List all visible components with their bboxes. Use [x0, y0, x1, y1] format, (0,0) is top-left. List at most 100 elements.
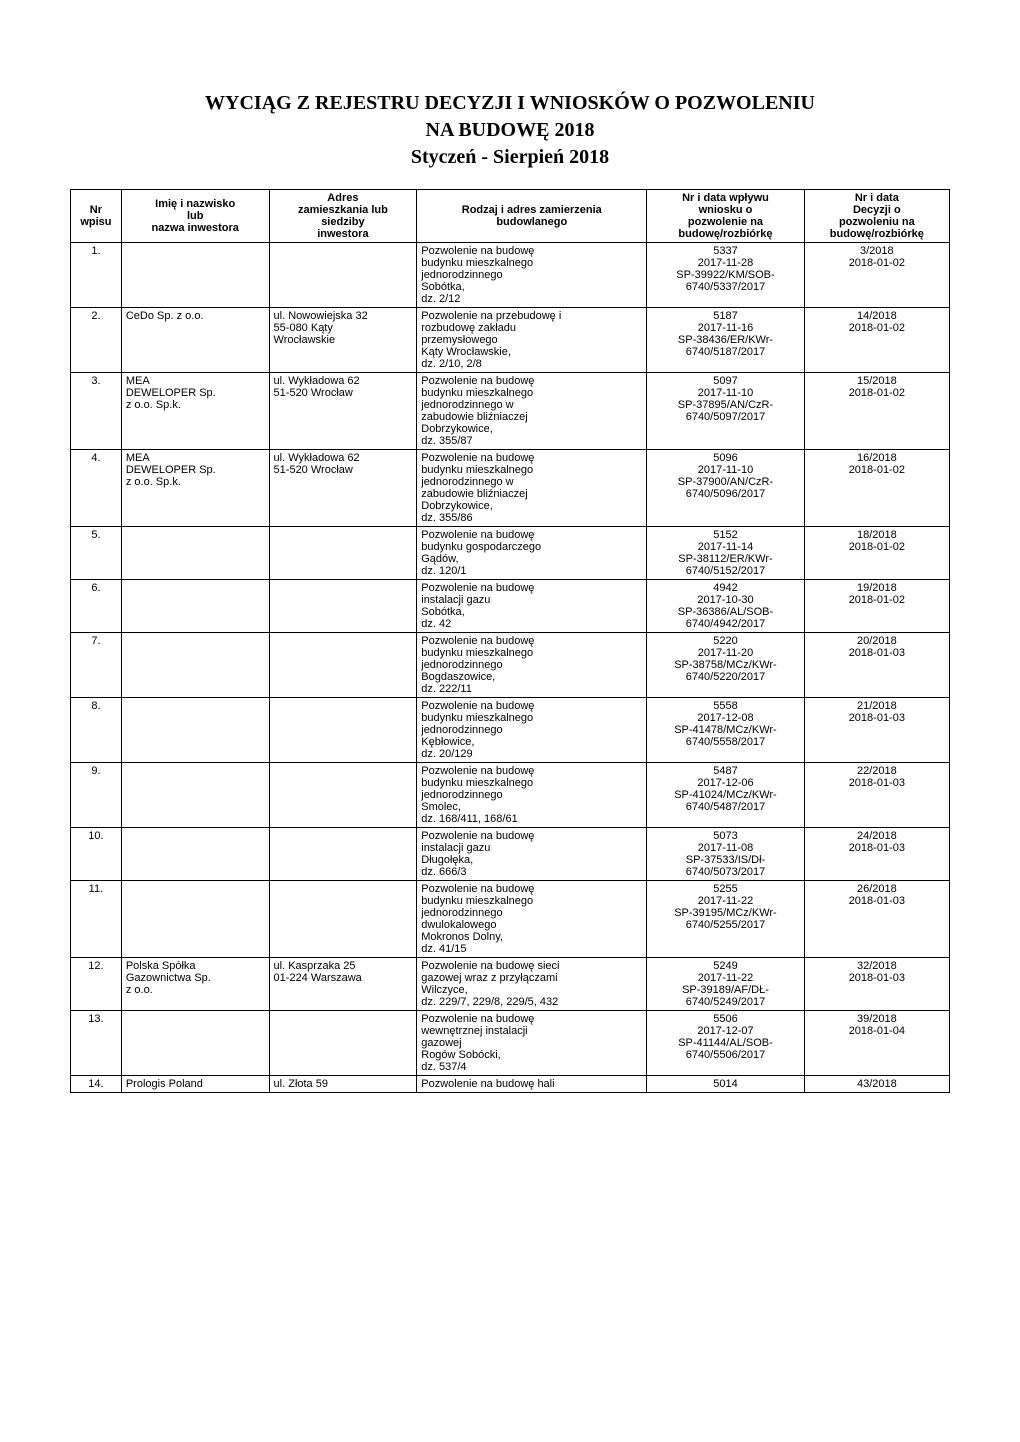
cell-address	[269, 633, 417, 698]
col-subject: Rodzaj i adres zamierzenia budowlanego	[417, 190, 647, 243]
cell-application: 5097 2017-11-10 SP-37895/AN/CzR- 6740/50…	[647, 373, 804, 450]
cell-subject: Pozwolenie na budowę budynku mieszkalneg…	[417, 633, 647, 698]
table-row: 7. Pozwolenie na budowę budynku mieszkaln…	[71, 633, 950, 698]
cell-subject: Pozwolenie na budowę budynku mieszkalneg…	[417, 373, 647, 450]
cell-nr: 9.	[71, 763, 122, 828]
cell-nr: 6.	[71, 580, 122, 633]
cell-nr: 8.	[71, 698, 122, 763]
cell-nr: 10.	[71, 828, 122, 881]
cell-investor: MEA DEWELOPER Sp. z o.o. Sp.k.	[121, 373, 269, 450]
cell-address	[269, 828, 417, 881]
cell-address: ul. Kasprzaka 25 01-224 Warszawa	[269, 958, 417, 1011]
cell-decision: 21/2018 2018-01-03	[804, 698, 949, 763]
cell-address	[269, 580, 417, 633]
cell-nr: 14.	[71, 1076, 122, 1093]
cell-subject: Pozwolenie na przebudowę i rozbudowę zak…	[417, 308, 647, 373]
cell-application: 5255 2017-11-22 SP-39195/MCz/KWr- 6740/5…	[647, 881, 804, 958]
registry-table: Nr wpisu Imię i nazwisko lub nazwa inwes…	[70, 189, 950, 1093]
cell-nr: 3.	[71, 373, 122, 450]
cell-subject: Pozwolenie na budowę budynku mieszkalneg…	[417, 881, 647, 958]
table-row: 10. Pozwolenie na budowę instalacji gazu …	[71, 828, 950, 881]
cell-decision: 24/2018 2018-01-03	[804, 828, 949, 881]
table-row: 11. Pozwolenie na budowę budynku mieszkal…	[71, 881, 950, 958]
cell-investor	[121, 763, 269, 828]
cell-application: 5187 2017-11-16 SP-38436/ER/KWr- 6740/51…	[647, 308, 804, 373]
cell-subject: Pozwolenie na budowę sieci gazowej wraz …	[417, 958, 647, 1011]
cell-application: 5558 2017-12-08 SP-41478/MCz/KWr- 6740/5…	[647, 698, 804, 763]
cell-application: 5487 2017-12-06 SP-41024/MCz/KWr- 6740/5…	[647, 763, 804, 828]
cell-investor: CeDo Sp. z o.o.	[121, 308, 269, 373]
col-address: Adres zamieszkania lub siedziby inwestor…	[269, 190, 417, 243]
table-row: 12.Polska Spółka Gazownictwa Sp. z o.o.u…	[71, 958, 950, 1011]
cell-investor	[121, 1011, 269, 1076]
col-decision: Nr i data Decyzji o pozwoleniu na budowę…	[804, 190, 949, 243]
table-row: 1. Pozwolenie na budowę budynku mieszkaln…	[71, 243, 950, 308]
cell-decision: 15/2018 2018-01-02	[804, 373, 949, 450]
cell-application: 5249 2017-11-22 SP-39189/AF/DŁ- 6740/524…	[647, 958, 804, 1011]
col-nr: Nr wpisu	[71, 190, 122, 243]
cell-decision: 22/2018 2018-01-03	[804, 763, 949, 828]
table-row: 6.Pozwolenie na budowę instalacji gazu S…	[71, 580, 950, 633]
cell-decision: 39/2018 2018-01-04	[804, 1011, 949, 1076]
cell-application: 4942 2017-10-30 SP-36386/AL/SOB- 6740/49…	[647, 580, 804, 633]
cell-nr: 5.	[71, 527, 122, 580]
cell-decision: 14/2018 2018-01-02	[804, 308, 949, 373]
cell-investor	[121, 881, 269, 958]
table-row: 13. Pozwolenie na budowę wewnętrznej inst…	[71, 1011, 950, 1076]
cell-address: ul. Wykładowa 62 51-520 Wrocław	[269, 373, 417, 450]
cell-investor	[121, 633, 269, 698]
page-title: WYCIĄG Z REJESTRU DECYZJI I WNIOSKÓW O P…	[70, 90, 950, 171]
cell-address	[269, 881, 417, 958]
col-investor: Imię i nazwisko lub nazwa inwestora	[121, 190, 269, 243]
table-row: 14.Prologis Polandul. Złota 59Pozwolenie…	[71, 1076, 950, 1093]
cell-subject: Pozwolenie na budowę wewnętrznej instala…	[417, 1011, 647, 1076]
cell-decision: 19/2018 2018-01-02	[804, 580, 949, 633]
cell-nr: 4.	[71, 450, 122, 527]
table-row: 5. Pozwolenie na budowę budynku gospodarc…	[71, 527, 950, 580]
cell-address	[269, 527, 417, 580]
table-header-row: Nr wpisu Imię i nazwisko lub nazwa inwes…	[71, 190, 950, 243]
cell-decision: 18/2018 2018-01-02	[804, 527, 949, 580]
cell-nr: 2.	[71, 308, 122, 373]
cell-nr: 11.	[71, 881, 122, 958]
table-row: 4.MEA DEWELOPER Sp. z o.o. Sp.k.ul. Wykł…	[71, 450, 950, 527]
cell-address	[269, 698, 417, 763]
cell-subject: Pozwolenie na budowę budynku mieszkalneg…	[417, 763, 647, 828]
cell-address	[269, 763, 417, 828]
cell-decision: 26/2018 2018-01-03	[804, 881, 949, 958]
cell-decision: 16/2018 2018-01-02	[804, 450, 949, 527]
col-application: Nr i data wpływu wniosku o pozwolenie na…	[647, 190, 804, 243]
table-row: 2.CeDo Sp. z o.o.ul. Nowowiejska 32 55-0…	[71, 308, 950, 373]
cell-decision: 3/2018 2018-01-02	[804, 243, 949, 308]
cell-address: ul. Złota 59	[269, 1076, 417, 1093]
cell-decision: 43/2018	[804, 1076, 949, 1093]
cell-address	[269, 1011, 417, 1076]
cell-application: 5152 2017-11-14 SP-38112/ER/KWr- 6740/51…	[647, 527, 804, 580]
cell-subject: Pozwolenie na budowę budynku mieszkalneg…	[417, 450, 647, 527]
cell-decision: 20/2018 2018-01-03	[804, 633, 949, 698]
cell-application: 5014	[647, 1076, 804, 1093]
cell-subject: Pozwolenie na budowę budynku mieszkalneg…	[417, 243, 647, 308]
cell-application: 5506 2017-12-07 SP-41144/AL/SOB- 6740/55…	[647, 1011, 804, 1076]
cell-investor	[121, 828, 269, 881]
cell-address: ul. Nowowiejska 32 55-080 Kąty Wrocławsk…	[269, 308, 417, 373]
cell-investor: MEA DEWELOPER Sp. z o.o. Sp.k.	[121, 450, 269, 527]
cell-subject: Pozwolenie na budowę hali	[417, 1076, 647, 1093]
cell-investor	[121, 698, 269, 763]
cell-investor	[121, 580, 269, 633]
cell-investor	[121, 527, 269, 580]
cell-decision: 32/2018 2018-01-03	[804, 958, 949, 1011]
cell-application: 5337 2017-11-28 SP-39922/KM/SOB- 6740/53…	[647, 243, 804, 308]
cell-investor: Prologis Poland	[121, 1076, 269, 1093]
table-row: 9. Pozwolenie na budowę budynku mieszkaln…	[71, 763, 950, 828]
cell-investor: Polska Spółka Gazownictwa Sp. z o.o.	[121, 958, 269, 1011]
cell-subject: Pozwolenie na budowę budynku gospodarcze…	[417, 527, 647, 580]
cell-nr: 7.	[71, 633, 122, 698]
cell-nr: 12.	[71, 958, 122, 1011]
cell-nr: 13.	[71, 1011, 122, 1076]
table-row: 3.MEA DEWELOPER Sp. z o.o. Sp.k.ul. Wykł…	[71, 373, 950, 450]
cell-subject: Pozwolenie na budowę instalacji gazu Dłu…	[417, 828, 647, 881]
cell-nr: 1.	[71, 243, 122, 308]
cell-subject: Pozwolenie na budowę budynku mieszkalneg…	[417, 698, 647, 763]
table-row: 8. Pozwolenie na budowę budynku mieszkaln…	[71, 698, 950, 763]
